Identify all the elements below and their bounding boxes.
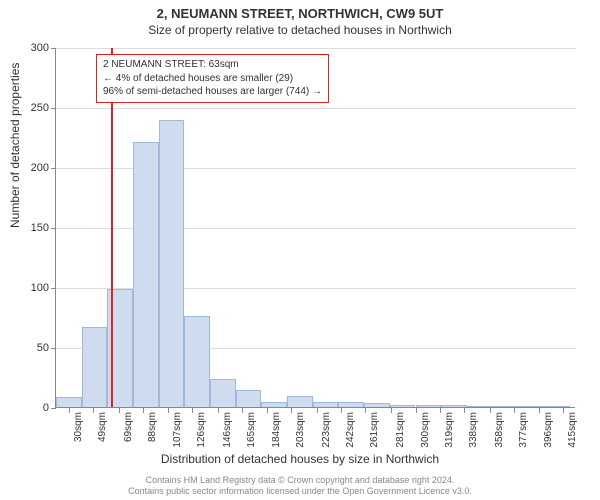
histogram-bar — [338, 402, 364, 407]
xtick-label: 223sqm — [321, 412, 332, 448]
histogram-bar — [518, 406, 544, 407]
xtick-label: 165sqm — [246, 412, 257, 448]
gridline — [56, 108, 576, 109]
xtick-mark — [490, 408, 491, 413]
footer-line-2: Contains public sector information licen… — [0, 486, 600, 497]
ytick-label: 150 — [9, 222, 49, 234]
xtick-label: 30sqm — [73, 412, 84, 442]
xtick-label: 242sqm — [345, 412, 356, 448]
callout-line-1: 2 NEUMANN STREET: 63sqm — [103, 58, 322, 72]
xtick-label: 88sqm — [147, 412, 158, 442]
xtick-mark — [168, 408, 169, 413]
ytick-mark — [51, 168, 56, 169]
xtick-mark — [563, 408, 564, 413]
callout-box: 2 NEUMANN STREET: 63sqm ← 4% of detached… — [96, 54, 329, 103]
ytick-mark — [51, 408, 56, 409]
histogram-bar — [493, 406, 519, 407]
xtick-label: 126sqm — [196, 412, 207, 448]
xtick-mark — [143, 408, 144, 413]
ytick-label: 50 — [9, 342, 49, 354]
xtick-label: 319sqm — [444, 412, 455, 448]
histogram-bar — [467, 406, 493, 407]
histogram-bar — [261, 402, 287, 407]
xtick-label: 69sqm — [123, 412, 134, 442]
callout-line-2: ← 4% of detached houses are smaller (29) — [103, 72, 322, 86]
xtick-mark — [242, 408, 243, 413]
xtick-mark — [365, 408, 366, 413]
xtick-label: 49sqm — [97, 412, 108, 442]
plot-area: 2 NEUMANN STREET: 63sqm ← 4% of detached… — [55, 48, 575, 408]
chart-title-sub: Size of property relative to detached ho… — [0, 21, 600, 37]
histogram-bar — [82, 327, 108, 407]
xtick-mark — [317, 408, 318, 413]
ytick-mark — [51, 48, 56, 49]
ytick-label: 300 — [9, 42, 49, 54]
histogram-bar — [364, 403, 390, 407]
xtick-label: 261sqm — [369, 412, 380, 448]
xtick-mark — [416, 408, 417, 413]
xtick-label: 146sqm — [222, 412, 233, 448]
xtick-label: 184sqm — [271, 412, 282, 448]
xtick-mark — [119, 408, 120, 413]
histogram-bar — [56, 397, 82, 407]
chart-footer: Contains HM Land Registry data © Crown c… — [0, 475, 600, 498]
ytick-mark — [51, 348, 56, 349]
xtick-mark — [93, 408, 94, 413]
histogram-bar — [390, 405, 416, 407]
xtick-mark — [391, 408, 392, 413]
histogram-bar — [441, 405, 467, 407]
histogram-bar — [544, 406, 570, 407]
gridline — [56, 48, 576, 49]
ytick-label: 0 — [9, 402, 49, 414]
ytick-mark — [51, 288, 56, 289]
xtick-mark — [539, 408, 540, 413]
xtick-mark — [192, 408, 193, 413]
histogram-bar — [236, 390, 262, 407]
ytick-label: 100 — [9, 282, 49, 294]
xtick-label: 338sqm — [468, 412, 479, 448]
xtick-mark — [440, 408, 441, 413]
histogram-bar — [184, 316, 210, 407]
histogram-bar — [313, 402, 339, 407]
y-axis-label: Number of detached properties — [8, 63, 22, 228]
xtick-label: 281sqm — [395, 412, 406, 448]
xtick-label: 415sqm — [567, 412, 578, 448]
xtick-label: 203sqm — [295, 412, 306, 448]
xtick-mark — [267, 408, 268, 413]
xtick-label: 107sqm — [172, 412, 183, 448]
histogram-bar — [416, 405, 442, 407]
chart-container: 2 NEUMANN STREET: 63sqm ← 4% of detached… — [55, 48, 575, 408]
xtick-mark — [514, 408, 515, 413]
ytick-label: 200 — [9, 162, 49, 174]
xtick-mark — [464, 408, 465, 413]
xtick-label: 377sqm — [518, 412, 529, 448]
histogram-bar — [210, 379, 236, 407]
xtick-mark — [69, 408, 70, 413]
xtick-mark — [341, 408, 342, 413]
x-axis-label: Distribution of detached houses by size … — [0, 452, 600, 466]
xtick-mark — [218, 408, 219, 413]
callout-line-3: 96% of semi-detached houses are larger (… — [103, 85, 322, 99]
ytick-mark — [51, 108, 56, 109]
xtick-label: 300sqm — [420, 412, 431, 448]
xtick-label: 358sqm — [494, 412, 505, 448]
histogram-bar — [287, 396, 313, 407]
histogram-bar — [159, 120, 185, 407]
footer-line-1: Contains HM Land Registry data © Crown c… — [0, 475, 600, 486]
chart-title-main: 2, NEUMANN STREET, NORTHWICH, CW9 5UT — [0, 0, 600, 21]
xtick-mark — [291, 408, 292, 413]
ytick-mark — [51, 228, 56, 229]
histogram-bar — [133, 142, 159, 407]
ytick-label: 250 — [9, 102, 49, 114]
xtick-label: 396sqm — [543, 412, 554, 448]
